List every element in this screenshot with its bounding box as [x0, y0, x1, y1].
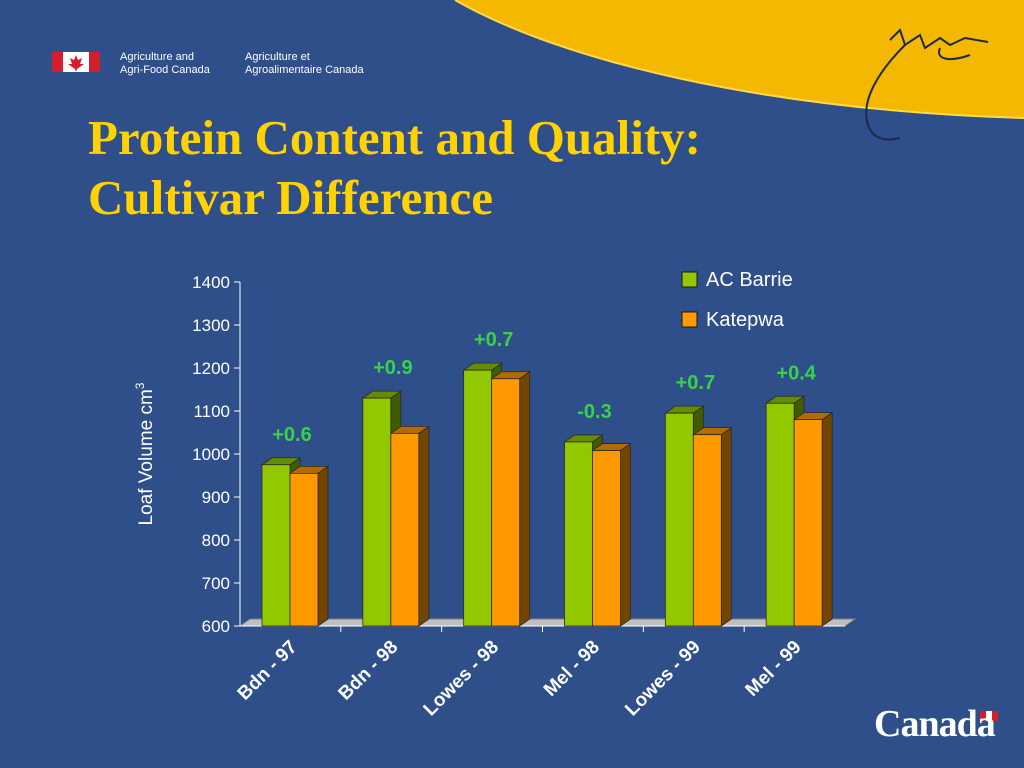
- x-tick-label: Mel - 99: [742, 637, 806, 701]
- legend-swatch: [681, 271, 698, 288]
- bar-front: [564, 441, 593, 627]
- bar-front: [463, 369, 493, 627]
- x-tick-label: Lowes - 99: [621, 637, 705, 721]
- x-tick-label: Lowes - 98: [420, 637, 504, 721]
- x-tick-label: Bdn - 97: [234, 637, 302, 705]
- bar-katepwa: [792, 411, 834, 627]
- bar-front: [491, 378, 521, 627]
- difference-annotation: +0.4: [776, 362, 816, 384]
- slide-title-line1: Protein Content and Quality:: [88, 110, 701, 165]
- top-right-arc: [455, 0, 1024, 118]
- org-name-fr-line1: Agriculture et: [245, 51, 310, 63]
- bar-katepwa: [490, 370, 531, 627]
- bar-front: [765, 402, 795, 627]
- bar-side: [720, 426, 732, 627]
- bar-front: [289, 472, 319, 627]
- slide-title: Protein Content and Quality: Cultivar Di…: [88, 108, 868, 228]
- canada-wordmark: Canada: [874, 703, 996, 745]
- bar-katepwa: [591, 442, 632, 627]
- y-tick-label: 600: [202, 617, 230, 636]
- bar-front: [362, 397, 392, 627]
- y-axis-title-superscript: 3: [133, 382, 147, 389]
- bar-side: [620, 442, 631, 627]
- legend-swatch: [681, 311, 698, 328]
- bar-side: [418, 425, 430, 627]
- y-tick-label: 1400: [192, 273, 230, 292]
- bar-katepwa: [389, 425, 431, 627]
- org-name-fr-line2: Agroalimentaire Canada: [245, 64, 364, 76]
- bar-front: [261, 464, 291, 627]
- difference-annotation: +0.7: [676, 372, 715, 394]
- org-name-en-line2: Agri-Food Canada: [120, 64, 210, 76]
- chart-floor: [238, 618, 857, 627]
- bar-front: [793, 419, 823, 627]
- org-name-en-line1: Agriculture and: [120, 51, 194, 63]
- bar-front: [692, 434, 722, 627]
- bar-katepwa: [692, 426, 733, 627]
- y-axis-title: Loaf Volume cm3: [133, 382, 157, 525]
- x-tick-label: Mel - 98: [540, 637, 604, 701]
- slide-title-line2: Cultivar Difference: [88, 170, 494, 225]
- legend-label: AC Barrie: [706, 269, 793, 291]
- org-name-en: Agriculture and Agri-Food Canada: [120, 51, 210, 77]
- y-axis-title-text: Loaf Volume cm: [136, 389, 157, 525]
- y-tick-label: 1300: [192, 316, 230, 335]
- y-tick-label: 900: [202, 488, 230, 507]
- difference-annotation: +0.9: [373, 357, 412, 379]
- wordmark-flag-icon: [980, 711, 998, 721]
- org-name-fr: Agriculture et Agroalimentaire Canada: [245, 51, 364, 77]
- maple-leaf-signature-icon: [865, 28, 989, 141]
- x-tick-label: Bdn - 98: [335, 637, 403, 705]
- canada-flag-icon: [52, 52, 100, 72]
- arc-highlight: [454, 0, 1024, 119]
- bar-front: [390, 432, 420, 627]
- y-tick-label: 700: [202, 574, 230, 593]
- difference-annotation: +0.7: [474, 329, 513, 351]
- bar-side: [821, 411, 833, 627]
- bar-side: [519, 370, 531, 627]
- difference-annotation: -0.3: [577, 401, 611, 423]
- bar-side: [317, 465, 329, 627]
- legend-label: Katepwa: [706, 309, 785, 331]
- y-tick-label: 1200: [192, 359, 230, 378]
- bar-front: [664, 412, 694, 627]
- bar-katepwa: [288, 465, 330, 627]
- y-tick-label: 1000: [192, 445, 230, 464]
- y-tick-label: 800: [202, 531, 230, 550]
- y-tick-label: 1100: [193, 402, 230, 421]
- difference-annotation: +0.6: [272, 424, 311, 446]
- bar-front: [592, 450, 621, 627]
